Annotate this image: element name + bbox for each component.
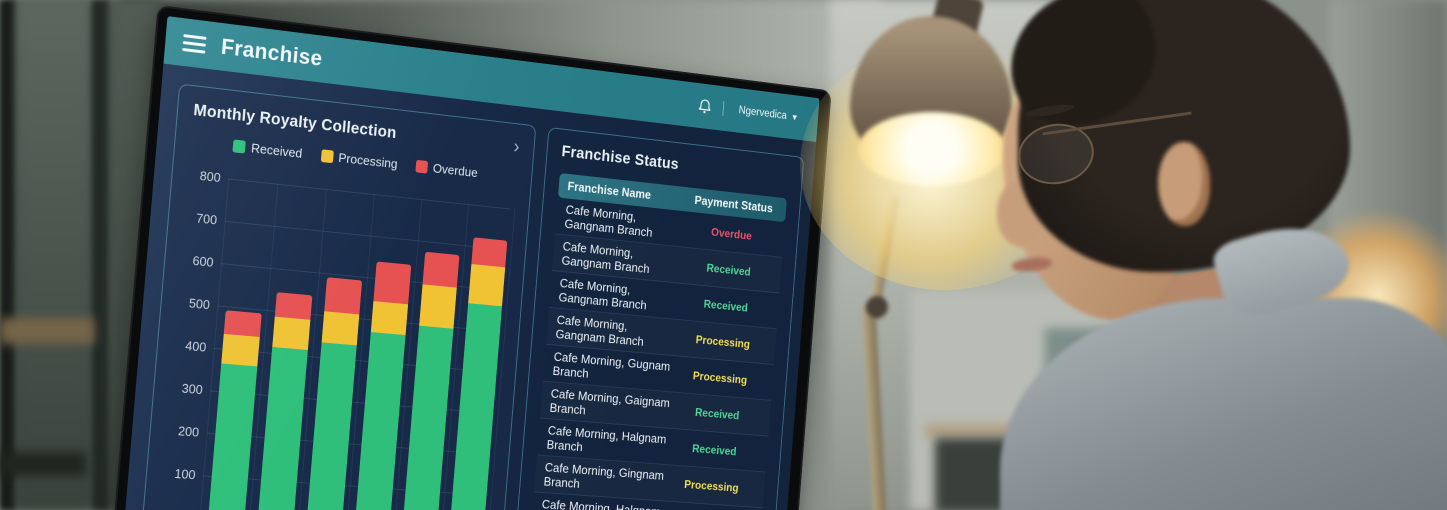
- payment-status-cell: Received: [703, 297, 749, 315]
- stacked-bar-chart: 800 700 600 500 400 300 200 100: [174, 168, 516, 510]
- franchise-name-cell: Cafe Morning, Gingnam Branch: [543, 459, 665, 491]
- y-axis-tick: 100: [173, 465, 197, 483]
- window-frame-bar: [92, 0, 110, 510]
- chevron-down-icon: ▼: [790, 112, 799, 123]
- dashboard-main: Monthly Royalty Collection › Received Pro…: [110, 64, 816, 510]
- stacked-bar[interactable]: [354, 261, 412, 510]
- y-axis-tick: 200: [177, 423, 200, 440]
- franchise-name-cell: Cafe Morning, Halgnam Branch: [546, 422, 667, 455]
- page-title: Franchise: [220, 33, 324, 71]
- hamburger-menu-icon[interactable]: [182, 33, 207, 54]
- person-ear: [1158, 142, 1210, 226]
- legend-swatch: [415, 159, 428, 174]
- payment-status-cell: Received: [691, 441, 737, 459]
- monitor: Franchise Ngervedica ▼ Monthly Royalty C…: [101, 7, 830, 510]
- window-glass: [16, 0, 92, 510]
- legend-label: Received: [250, 140, 303, 161]
- legend-item-received[interactable]: Received: [232, 138, 303, 161]
- bell-icon[interactable]: [696, 96, 713, 116]
- bar-segment-processing: [468, 264, 506, 307]
- bar-segment-processing: [221, 333, 260, 367]
- background-furniture: [0, 452, 86, 476]
- y-axis-tick: 700: [195, 210, 218, 228]
- franchise-name-cell: Cafe Morning, Gangnam Branch: [555, 312, 645, 349]
- legend-item-processing[interactable]: Processing: [320, 148, 398, 171]
- franchise-name-cell: Cafe Morning, Gugnam Branch: [552, 349, 671, 381]
- table-panel: Franchise Status Franchise Name Payment …: [505, 126, 805, 510]
- bar-segment-overdue: [373, 261, 412, 304]
- legend-swatch: [320, 149, 334, 164]
- window-frame-bar: [0, 0, 16, 510]
- payment-status-cell: Received: [706, 261, 752, 279]
- bar-segment-processing: [321, 310, 360, 346]
- legend-item-overdue[interactable]: Overdue: [415, 159, 478, 180]
- payment-status-cell: Processing: [695, 332, 751, 351]
- y-axis-tick: 300: [181, 380, 204, 398]
- payment-status-cell: Overdue: [710, 225, 753, 243]
- y-axis-tick: 600: [192, 253, 215, 270]
- y-axis-tick: 800: [199, 168, 222, 186]
- y-axis-tick: 400: [184, 338, 207, 355]
- table-body: Cafe Morning, Gangnam Branch Overdue Cafe …: [522, 197, 786, 510]
- stacked-bar[interactable]: [208, 310, 262, 510]
- bar-segment-received: [208, 363, 258, 510]
- bar-segment-processing: [272, 317, 311, 350]
- franchise-name-cell: Cafe Morning, Gaignam Branch: [549, 386, 671, 418]
- dashboard-screen: Franchise Ngervedica ▼ Monthly Royalty C…: [110, 16, 820, 510]
- payment-status-cell: Processing: [692, 369, 748, 387]
- lamp-light: [858, 112, 1006, 186]
- payment-status-cell: Processing: [683, 477, 740, 495]
- bar-segment-processing: [370, 300, 409, 336]
- legend-label: Overdue: [432, 160, 479, 181]
- background-shelf: [0, 318, 94, 344]
- bar-segment-processing: [419, 284, 457, 329]
- bar-segment-overdue: [274, 291, 313, 321]
- legend-swatch: [232, 139, 247, 154]
- topbar-actions: Ngervedica ▼: [696, 96, 804, 127]
- chart-panel: Monthly Royalty Collection › Received Pro…: [130, 83, 537, 510]
- lamp-joint: [866, 296, 888, 318]
- bar-segment-overdue: [324, 277, 363, 315]
- user-name: Ngervedica: [738, 104, 788, 122]
- stacked-bar[interactable]: [449, 237, 508, 510]
- user-menu[interactable]: Ngervedica ▼: [733, 103, 803, 124]
- y-axis-tick: 500: [188, 295, 211, 313]
- chart-title: Monthly Royalty Collection: [192, 100, 398, 142]
- payment-status-cell: Received: [694, 405, 740, 423]
- topbar-divider: [722, 101, 725, 116]
- bar-segment-overdue: [422, 251, 460, 288]
- chevron-right-icon[interactable]: ›: [512, 136, 521, 158]
- bar-segment-overdue: [223, 310, 262, 337]
- legend-label: Processing: [337, 150, 399, 172]
- bar-segment-overdue: [471, 237, 508, 268]
- stacked-bar[interactable]: [402, 251, 460, 510]
